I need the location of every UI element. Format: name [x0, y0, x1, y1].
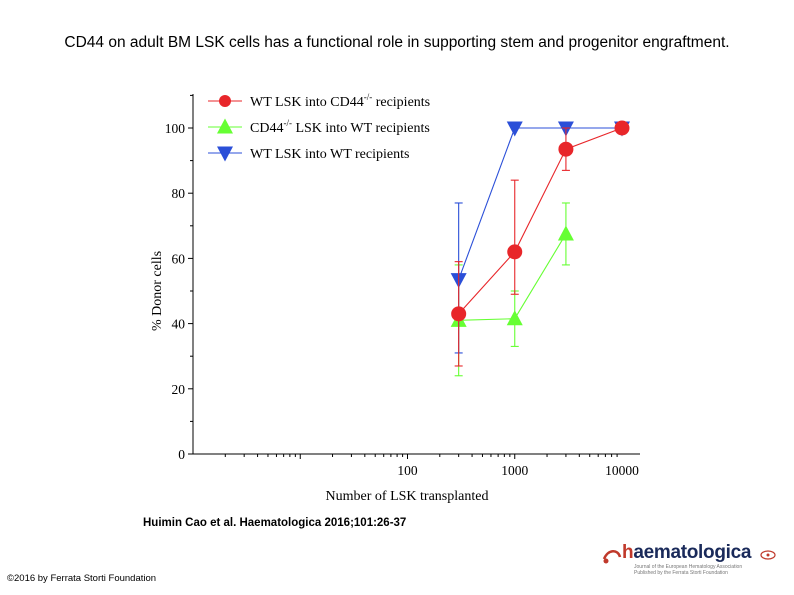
x-tick-label: 10000 [605, 463, 639, 478]
y-axis-label: % Donor cells [150, 251, 165, 331]
legend-item-2: CD44-/- LSK into WT recipients [208, 118, 430, 136]
data-point [506, 121, 523, 137]
chart-series [450, 120, 630, 377]
slide-title: CD44 on adult BM LSK cells has a functio… [64, 34, 730, 51]
logo-emblem-icon [760, 550, 776, 560]
data-point [558, 141, 574, 157]
data-point [507, 244, 523, 260]
y-tick-label: 0 [178, 447, 185, 462]
data-point [557, 225, 574, 241]
data-point [506, 310, 523, 326]
citation: Huimin Cao et al. Haematologica 2016;101… [143, 517, 407, 529]
legend-label: CD44-/- LSK into WT recipients [250, 118, 430, 136]
logo-subtitle-2: Published by the Ferrata Storti Foundati… [634, 570, 728, 576]
legend-label: WT LSK into CD44-/- recipients [250, 92, 430, 110]
logo-subtitle-1: Journal of the European Hematology Assoc… [634, 564, 743, 570]
x-tick-label: 100 [397, 463, 418, 478]
legend-marker [219, 95, 231, 107]
data-point [614, 120, 630, 136]
legend-label: WT LSK into WT recipients [250, 147, 409, 162]
legend-marker [217, 118, 233, 134]
logo-swirl-icon [602, 550, 622, 564]
y-tick-label: 100 [165, 121, 186, 136]
y-tick-label: 80 [172, 186, 186, 201]
series-line [458, 127, 623, 315]
data-point [451, 306, 467, 322]
legend-item-3: WT LSK into WT recipients [208, 146, 409, 162]
y-tick-label: 60 [172, 251, 186, 266]
x-tick-label: 1000 [501, 463, 528, 478]
legend-item-1: WT LSK into CD44-/- recipients [208, 92, 430, 110]
logo-wordmark: haematologica [622, 542, 752, 563]
series-2 [450, 202, 574, 377]
x-axis-label: Number of LSK transplanted [326, 489, 489, 504]
legend-marker [217, 146, 233, 162]
y-tick-label: 40 [172, 317, 186, 332]
haematologica-logo[interactable]: haematologica Journal of the European He… [600, 540, 780, 580]
series-line [458, 127, 622, 280]
series-1 [451, 120, 630, 367]
chart-axes: 0 20 40 60 80 100 100 1000 10000 [165, 94, 640, 478]
copyright: ©2016 by Ferrata Storti Foundation [7, 573, 157, 584]
y-tick-label: 20 [172, 382, 186, 397]
chart-legend: WT LSK into CD44-/- recipients CD44-/- LS… [208, 92, 430, 162]
series-3 [450, 121, 630, 354]
